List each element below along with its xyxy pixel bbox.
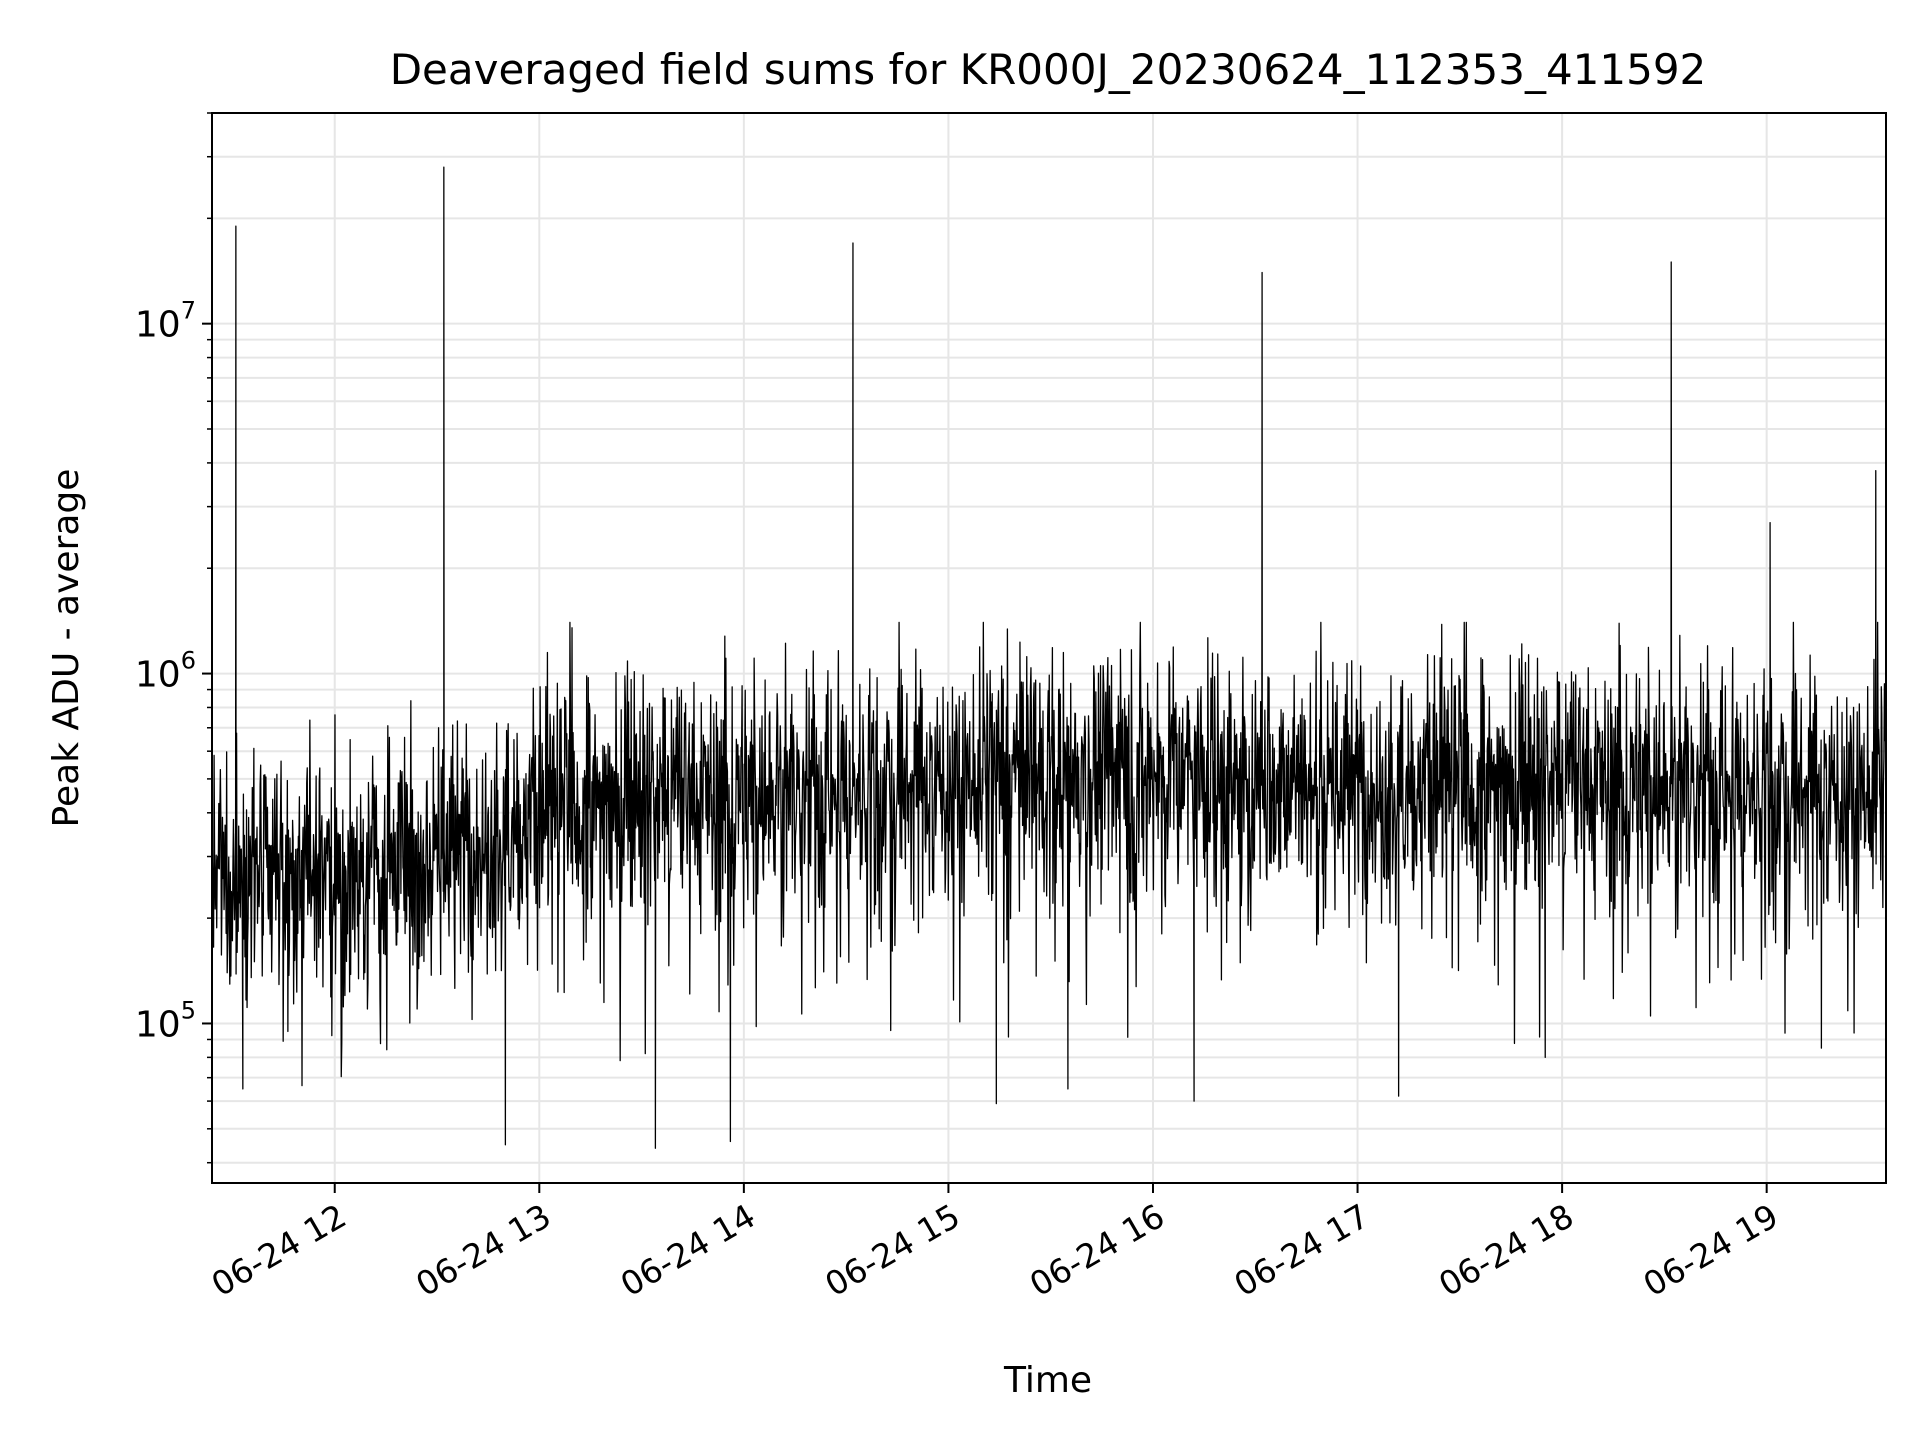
y-tick-label: 106 xyxy=(135,647,196,696)
y-tick-label: 105 xyxy=(135,996,196,1045)
y-axis-label: Peak ADU - average xyxy=(46,469,87,828)
plot-frame xyxy=(211,112,1887,1184)
y-axis-ticks: 105 106 107 xyxy=(135,112,212,1164)
series-line xyxy=(212,166,1886,1149)
data-series xyxy=(212,166,1886,1149)
y-tick-label: 107 xyxy=(135,297,196,346)
x-axis-label: Time xyxy=(1003,1360,1092,1401)
chart-title: Deaveraged field sums for KR000J_2023062… xyxy=(390,45,1707,94)
